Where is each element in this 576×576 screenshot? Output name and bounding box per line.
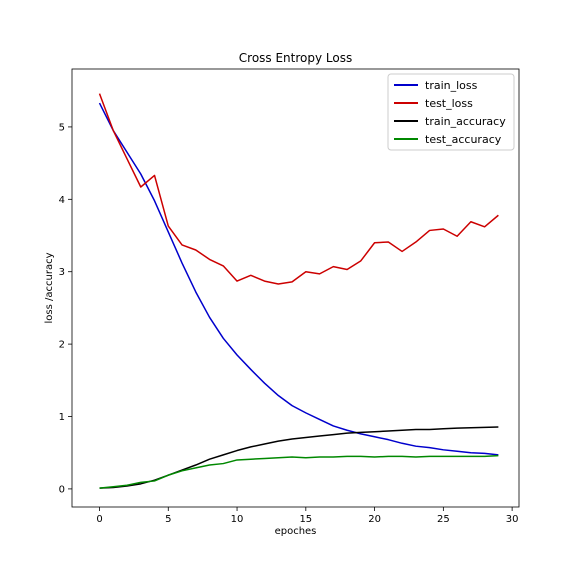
y-tick-label: 5 <box>59 122 65 133</box>
x-tick-label: 25 <box>437 514 450 525</box>
plot-frame <box>71 68 520 508</box>
y-tick-label: 4 <box>59 195 65 206</box>
x-tick-label: 0 <box>96 514 102 525</box>
legend-entry-train-loss: train_loss <box>394 79 478 92</box>
legend-label: train_loss <box>425 79 478 92</box>
ticks-layer: 0 5 10 15 20 25 30 0 1 2 3 4 5 <box>59 122 519 525</box>
x-tick-label: 30 <box>506 514 519 525</box>
legend-label: train_accuracy <box>425 115 506 128</box>
series-line-test-loss <box>98 93 499 285</box>
legend-entries: train_loss test_loss train_accuracy test_ac… <box>394 79 506 146</box>
chart-title: Cross Entropy Loss <box>239 51 352 65</box>
y-tick-label: 2 <box>59 340 65 351</box>
series-line-test-accuracy <box>99 454 499 489</box>
legend-entry-test-accuracy: test_accuracy <box>394 133 502 146</box>
x-tick-label: 10 <box>231 514 244 525</box>
series-layer <box>98 93 499 489</box>
y-tick-label: 1 <box>59 412 65 423</box>
x-tick-label: 5 <box>165 514 171 525</box>
legend-entry-train-accuracy: train_accuracy <box>394 115 506 128</box>
legend-entry-test-loss: test_loss <box>394 97 473 110</box>
legend-label: test_accuracy <box>425 133 502 146</box>
legend-label: test_loss <box>425 97 473 110</box>
y-tick-label: 3 <box>59 267 65 278</box>
x-tick-label: 20 <box>368 514 381 525</box>
series-line-train-loss <box>98 102 499 456</box>
y-axis-label: loss /accuracy <box>44 252 55 323</box>
legend-box <box>387 73 515 151</box>
x-axis-label: epoches <box>275 526 317 537</box>
y-tick-label: 0 <box>59 484 65 495</box>
legend: train_loss test_loss train_accuracy test_ac… <box>387 73 515 151</box>
x-tick-label: 15 <box>299 514 312 525</box>
